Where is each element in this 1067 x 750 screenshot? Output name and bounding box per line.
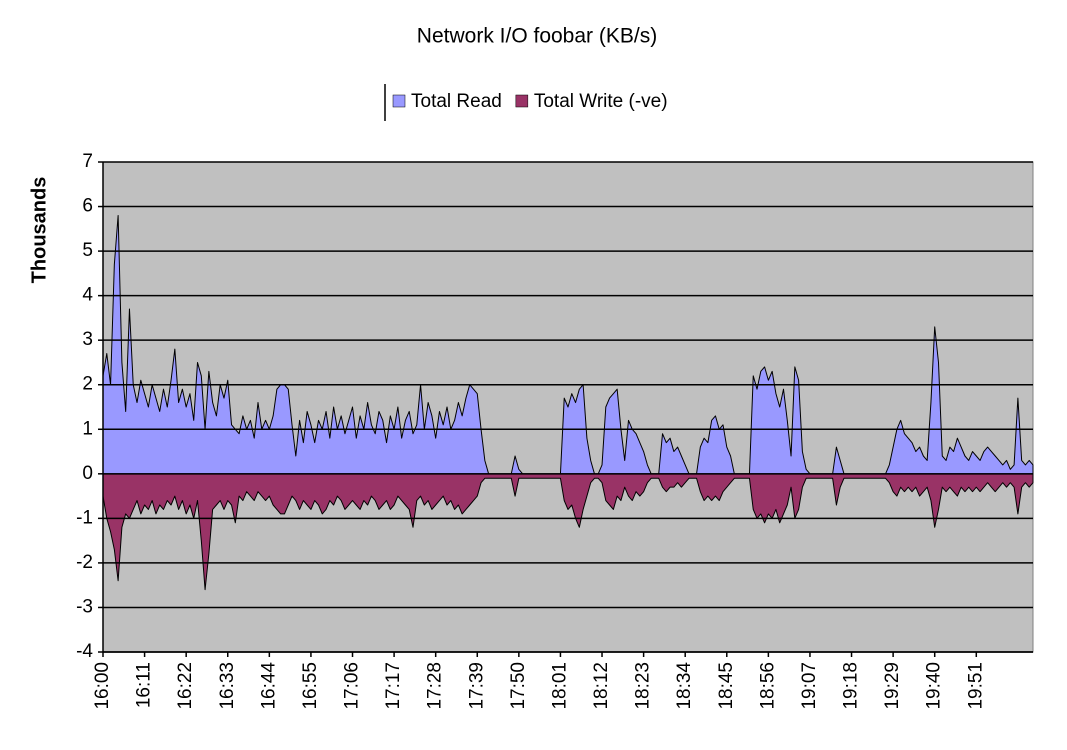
legend-label: Total Read (411, 91, 502, 112)
y-tick-label: 4 (82, 285, 93, 306)
y-axis-label: Thousands (28, 177, 50, 284)
x-tick-label: 18:23 (633, 662, 654, 710)
legend-label: Total Write (-ve) (534, 91, 668, 112)
x-tick-label: 19:51 (965, 662, 986, 710)
x-tick-label: 17:39 (466, 662, 487, 710)
x-tick-label: 19:07 (799, 662, 820, 710)
x-tick-label: 18:12 (591, 662, 612, 710)
x-tick-label: 16:22 (175, 662, 196, 710)
plot-area (98, 161, 1034, 657)
y-tick-label: -2 (76, 552, 93, 573)
y-tick-label: 1 (82, 418, 93, 439)
x-tick-label: 17:28 (425, 662, 446, 710)
x-tick-label: 18:34 (674, 662, 695, 710)
y-tick-label: 6 (82, 196, 93, 217)
y-tick-label: -1 (76, 507, 93, 528)
x-tick-label: 17:06 (342, 662, 363, 710)
y-tick-label: 0 (82, 463, 93, 484)
x-tick-label: 18:01 (549, 662, 570, 710)
area (102, 473, 1034, 591)
x-tick-label: 16:00 (92, 662, 113, 710)
legend-swatch (392, 94, 406, 108)
x-tick-label: 16:44 (258, 662, 279, 710)
y-tick-label: -3 (76, 596, 93, 617)
x-tick-label: 17:17 (383, 662, 404, 710)
y-tick-label: 5 (82, 240, 93, 261)
x-tick-label: 16:11 (134, 662, 155, 708)
y-tick-label: -4 (76, 641, 93, 662)
y-tick-label: 3 (82, 329, 93, 350)
x-tick-label: 17:50 (508, 662, 529, 710)
x-tick-label: 16:55 (300, 662, 321, 710)
x-tick-label: 16:33 (217, 662, 238, 710)
x-tick-label: 19:40 (924, 662, 945, 710)
chart-title: Network I/O foobar (KB/s) (417, 25, 657, 48)
x-tick-label: 18:56 (757, 662, 778, 710)
legend: Total Read Total Write (-ve) (392, 91, 668, 112)
y-tick-label: 7 (82, 151, 93, 172)
x-tick-label: 19:18 (841, 662, 862, 710)
y-tick-label: 2 (82, 374, 93, 395)
x-tick-label: 19:29 (882, 662, 903, 710)
legend-swatch (515, 94, 529, 108)
x-tick-label: 18:45 (716, 662, 737, 710)
